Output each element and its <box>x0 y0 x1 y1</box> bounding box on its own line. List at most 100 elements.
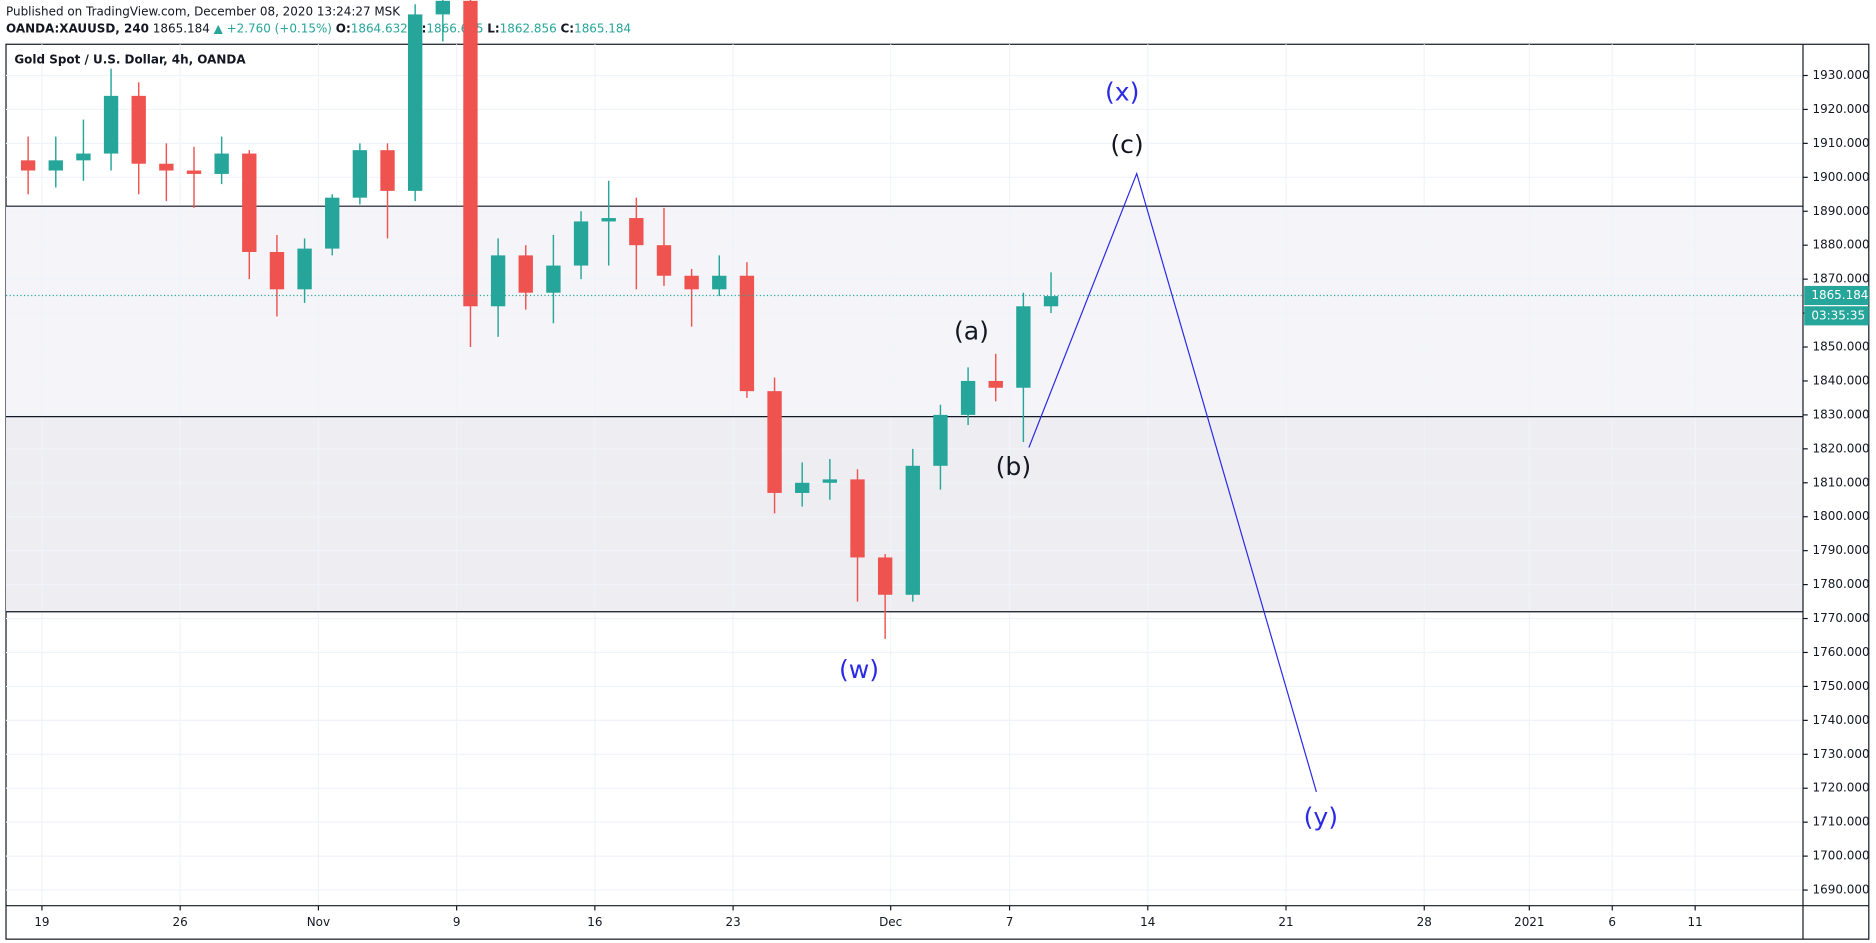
candle-body <box>490 255 506 307</box>
y-tick-label: 1790.000 <box>1813 543 1870 557</box>
ohlc-value: 1864.632 <box>351 21 408 35</box>
y-tick-label: 1830.000 <box>1813 407 1870 421</box>
published: Published on TradingView.com, December 0… <box>6 4 401 18</box>
candle-body <box>988 380 1003 388</box>
x-tick-label: 11 <box>1688 915 1703 929</box>
change: ▲ +2.760 (+0.15%) <box>214 21 332 35</box>
candle-body <box>214 153 229 174</box>
countdown-box <box>1804 306 1869 326</box>
y-tick-label: 1870.000 <box>1813 272 1870 286</box>
candle-body <box>601 218 616 222</box>
y-tick-label: 1780.000 <box>1813 577 1870 591</box>
candle-body <box>1016 306 1031 388</box>
chart-title: Gold Spot / U.S. Dollar, 4h, OANDA <box>14 52 246 66</box>
y-tick-label: 1740.000 <box>1813 713 1870 727</box>
symbol-line: OANDA:XAUUSD, 240 1865.184 ▲ +2.760 (+0.… <box>6 21 631 35</box>
x-tick-label: 16 <box>587 915 602 929</box>
zone <box>6 416 1803 612</box>
wave-label: (x) <box>1105 77 1139 106</box>
y-tick-label: 1920.000 <box>1813 102 1870 116</box>
candle-body <box>573 221 589 266</box>
last: 1865.184 <box>153 21 210 35</box>
candle-body <box>629 218 644 246</box>
candle-body <box>352 150 368 198</box>
candle-body <box>960 380 976 415</box>
wave-label: (b) <box>996 452 1032 481</box>
candle-body <box>131 95 146 164</box>
y-tick-label: 1890.000 <box>1813 204 1870 218</box>
candle-body <box>435 0 450 15</box>
wave-label: (w) <box>839 655 879 684</box>
candle-body <box>20 160 36 171</box>
candle-body <box>656 245 672 276</box>
candle-body <box>297 248 312 290</box>
x-tick-label: 7 <box>1006 915 1014 929</box>
ohlc-key: L: <box>487 21 499 35</box>
y-tick-label: 1880.000 <box>1813 238 1870 252</box>
symbol: OANDA:XAUUSD, 240 <box>6 21 149 35</box>
candle-body <box>48 160 63 171</box>
y-tick-label: 1710.000 <box>1813 815 1870 829</box>
y-tick-label: 1840.000 <box>1813 373 1870 387</box>
x-tick-label: 6 <box>1608 915 1616 929</box>
x-tick-label: Dec <box>879 915 902 929</box>
y-tick-label: 1690.000 <box>1813 883 1870 897</box>
candle-body <box>546 265 561 293</box>
ohlc-key: C: <box>561 21 575 35</box>
y-tick-label: 1900.000 <box>1813 170 1870 184</box>
candle-body <box>822 479 838 483</box>
x-tick-label: 14 <box>1140 915 1155 929</box>
candle-body <box>795 482 810 493</box>
ohlc-value: 1865.184 <box>574 21 631 35</box>
y-tick-label: 1770.000 <box>1813 611 1870 625</box>
candle-body <box>407 14 423 191</box>
zone <box>6 206 1803 417</box>
y-tick-label: 1850.000 <box>1813 340 1870 354</box>
wave-line <box>1028 171 1318 793</box>
y-tick-label: 1730.000 <box>1813 747 1870 761</box>
y-tick-label: 1760.000 <box>1813 645 1870 659</box>
x-tick-label: 26 <box>173 915 188 929</box>
x-tick-label: 28 <box>1417 915 1432 929</box>
candle-body <box>186 170 202 174</box>
y-tick-label: 1810.000 <box>1813 475 1870 489</box>
y-tick-label: 1910.000 <box>1813 136 1870 150</box>
x-tick-label: 21 <box>1278 915 1293 929</box>
ohlc-value: 1862.856 <box>500 21 557 35</box>
candle-body <box>712 275 727 290</box>
ohlc-key: O: <box>336 21 351 35</box>
x-tick-label: 9 <box>453 915 461 929</box>
wave-label: (c) <box>1110 130 1143 159</box>
candle-body <box>933 414 948 466</box>
candle-body <box>380 150 395 191</box>
candle-body <box>76 153 91 161</box>
wave-label: (a) <box>954 317 989 346</box>
x-tick-label: 19 <box>34 915 49 929</box>
candle-body <box>739 275 755 392</box>
wave-label: (y) <box>1304 802 1338 831</box>
candle-body <box>850 479 865 558</box>
y-tick-label: 1700.000 <box>1813 849 1870 863</box>
x-tick-label: 23 <box>725 915 740 929</box>
candle-body <box>463 0 478 307</box>
y-tick-label: 1820.000 <box>1813 441 1870 455</box>
countdown-label: 03:35:35 <box>1811 308 1865 322</box>
y-tick-label: 1720.000 <box>1813 781 1870 795</box>
last-price-label: 1865.184 <box>1811 288 1868 302</box>
x-tick-label: 2021 <box>1514 915 1544 929</box>
candle-body <box>905 465 920 595</box>
candle-body <box>877 557 893 595</box>
candle-body <box>1043 296 1059 307</box>
candle-body <box>159 163 174 171</box>
y-tick-label: 1930.000 <box>1813 68 1870 82</box>
candle-body <box>684 275 699 290</box>
candle-body <box>242 153 257 252</box>
candle-body <box>103 95 119 154</box>
last-price-box <box>1804 285 1869 306</box>
candle-body <box>767 391 782 493</box>
candle-body <box>518 255 533 293</box>
candle-body <box>269 251 285 290</box>
x-tick-label: Nov <box>307 915 330 929</box>
